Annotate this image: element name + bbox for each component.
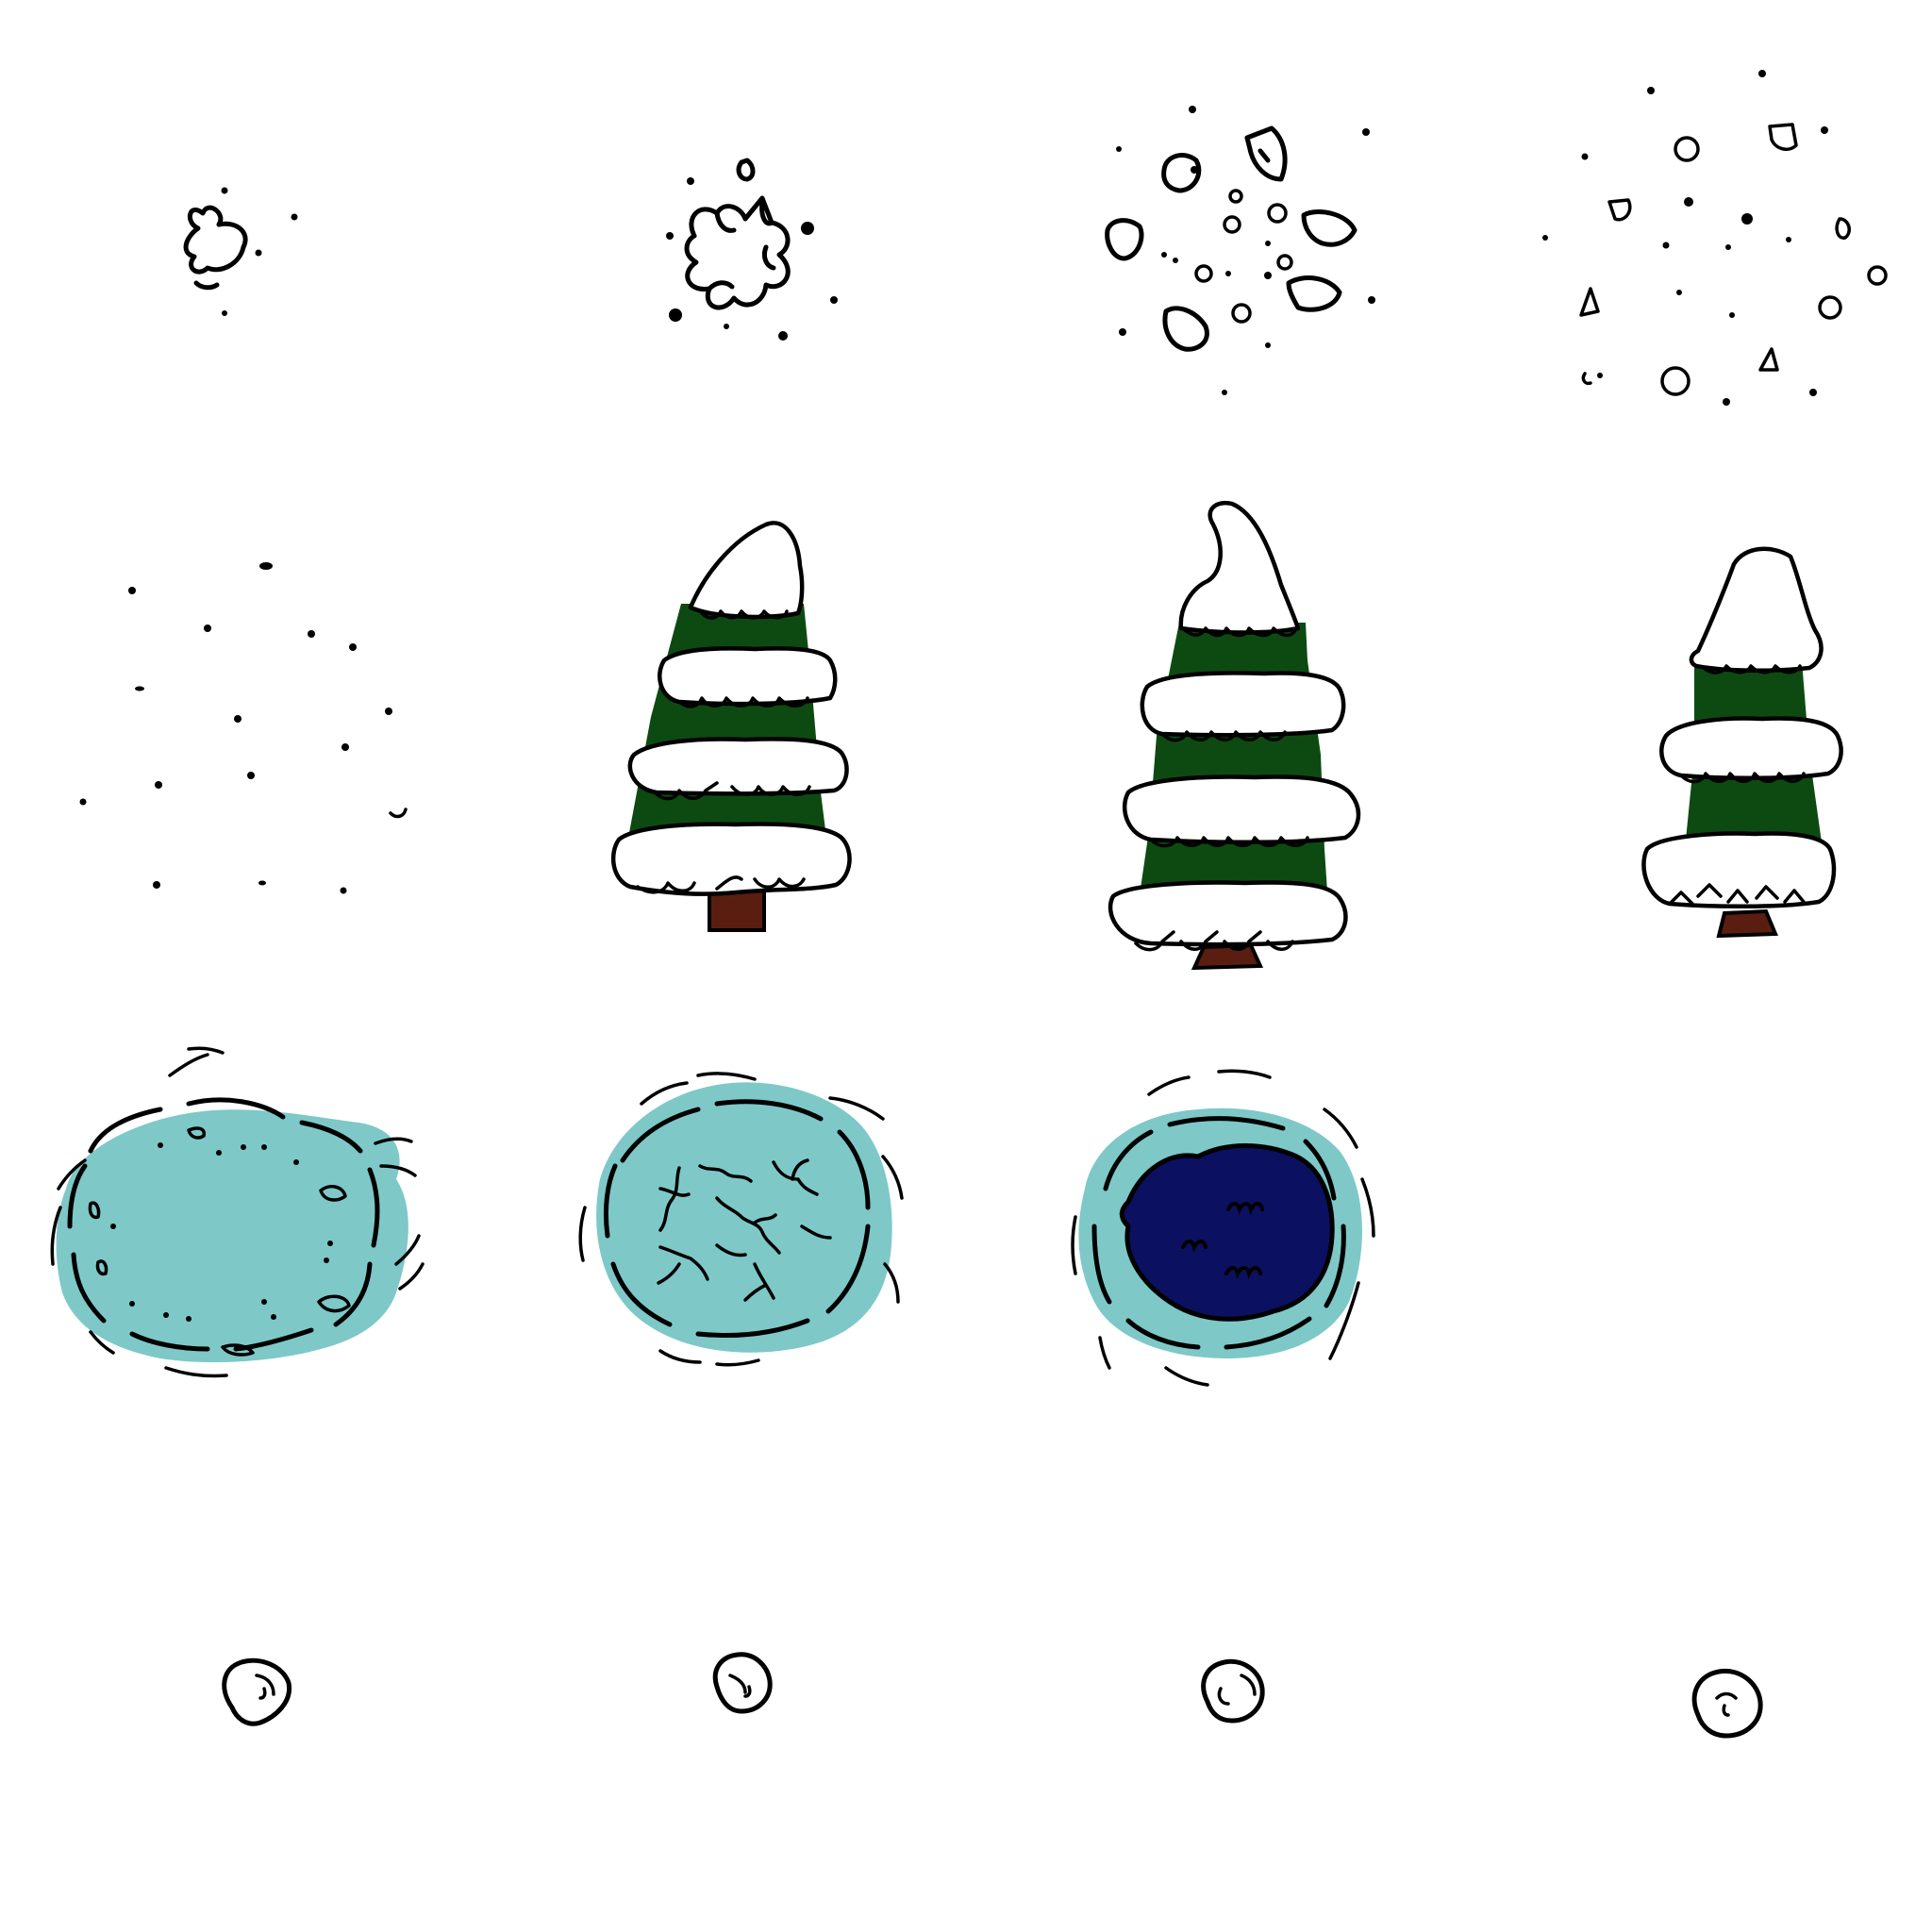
small-snowball-icon (1201, 1658, 1265, 1724)
small-snowball-icon (712, 1652, 773, 1714)
snowball-shatter-icon (1105, 106, 1375, 395)
open-water-hole-icon (1071, 1069, 1375, 1387)
snow-dust-icon (79, 562, 408, 894)
snowball-scatter-icon (1542, 70, 1888, 406)
small-snowball-icon (1691, 1668, 1763, 1739)
small-snowy-pine-tree-icon (1641, 546, 1843, 939)
small-snowball-icon (222, 1657, 292, 1726)
snowball-breaking-icon (666, 158, 838, 341)
snowy-pine-tree-icon (610, 521, 852, 932)
cracked-ice-pond-icon (578, 1072, 904, 1367)
snowball-icon (183, 187, 298, 316)
tall-snowy-pine-tree-icon (1108, 500, 1361, 971)
frozen-pond-icon (50, 1046, 425, 1378)
